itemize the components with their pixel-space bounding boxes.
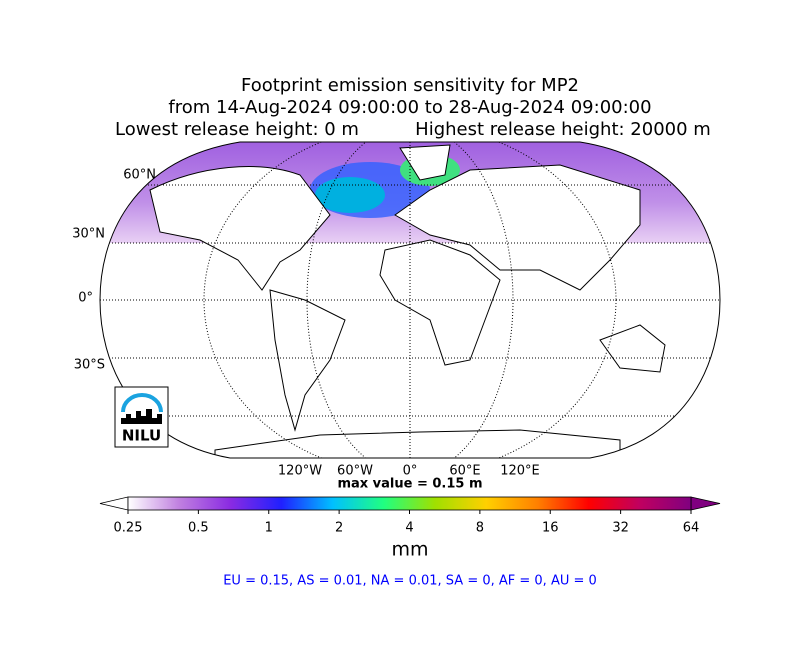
lon-label: 60°E (449, 464, 480, 479)
lat-label: 0° (78, 291, 93, 306)
lat-label: 30°N (72, 227, 105, 242)
australia (599, 324, 666, 373)
colorbar-label: mm (391, 539, 428, 561)
lon-label: 120°E (500, 464, 540, 479)
colorbar-tick-label: 4 (405, 521, 413, 536)
colorbar-extend-low (99, 496, 129, 511)
meridian (203, 142, 617, 458)
map-border (99, 141, 721, 459)
lat-label: 60°N (123, 168, 156, 183)
colorbar-tick-label: 2 (335, 521, 343, 536)
south-america (269, 289, 346, 432)
subtitle: from 14-Aug-2024 09:00:00 to 28-Aug-2024… (168, 97, 651, 118)
colorbar-tick-label: 16 (542, 521, 559, 536)
colorbar-extend-high (690, 496, 721, 511)
lon-label: 60°W (337, 464, 373, 479)
colorbar-tick-label: 0.5 (188, 521, 209, 536)
max-value: max value = 0.15 m (337, 477, 482, 492)
lon-label: 120°W (278, 464, 322, 479)
map (100, 142, 720, 458)
lat-label: 30°S (74, 358, 105, 373)
colorbar-body (127, 496, 692, 511)
logo-text: NILU (122, 427, 161, 445)
colorbar-tick-label: 0.25 (114, 521, 143, 536)
colorbar-tick-label: 1 (265, 521, 273, 536)
logo-arc (121, 393, 163, 413)
logo: NILU (114, 386, 169, 448)
north-america (149, 166, 331, 291)
meridian (306, 142, 514, 458)
highest-height: Highest release height: 20000 m (415, 119, 711, 140)
colorbar-tick-label: 8 (476, 521, 484, 536)
colorbar-tick-label: 32 (612, 521, 629, 536)
eurasia (394, 164, 641, 291)
lon-label: 0° (403, 464, 418, 479)
title: Footprint emission sensitivity for MP2 (241, 75, 579, 96)
region-totals: EU = 0.15, AS = 0.01, NA = 0.01, SA = 0,… (223, 574, 597, 589)
plume-core (315, 177, 385, 213)
antarctica (214, 429, 621, 458)
colorbar: 0.25 0.5 1 2 4 8 16 32 64 (99, 496, 721, 536)
lowest-height: Lowest release height: 0 m (115, 119, 359, 140)
africa (379, 239, 501, 366)
greenland (399, 144, 451, 181)
logo-skyline (121, 409, 162, 424)
colorbar-tick-label: 64 (683, 521, 700, 536)
